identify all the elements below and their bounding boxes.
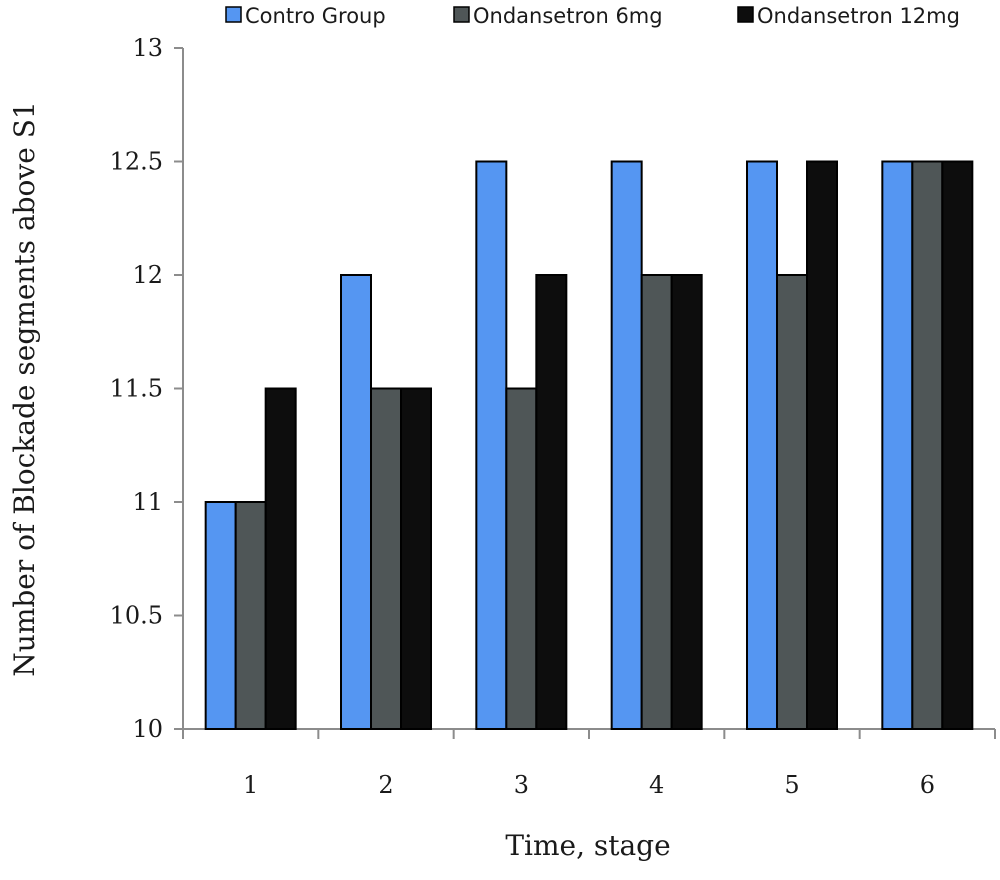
legend-swatch-3 xyxy=(737,6,754,23)
legend-label-2: Ondansetron 6mg xyxy=(473,4,663,28)
x-tick-label: 1 xyxy=(243,771,258,799)
x-tick-label: 4 xyxy=(649,771,664,799)
y-tick-label: 11 xyxy=(132,488,163,516)
legend: Contro Group Ondansetron 6mg Ondansetron 1… xyxy=(225,4,960,28)
bar-series-3-cat-5 xyxy=(806,160,838,730)
bars xyxy=(204,160,974,730)
y-axis: 10 10.5 11 11.5 12 12.5 13 xyxy=(110,34,184,743)
y-tick-label: 10.5 xyxy=(110,602,163,630)
legend-swatch-1 xyxy=(225,6,242,23)
bar-series-1-cat-2 xyxy=(340,274,372,730)
bar-series-1-cat-4 xyxy=(610,160,643,730)
y-tick-label: 12.5 xyxy=(110,148,163,176)
y-tick-label: 12 xyxy=(132,261,163,289)
bar-series-3-cat-2 xyxy=(400,387,432,730)
bar-series-3-cat-3 xyxy=(535,274,568,730)
bar-series-2-cat-5 xyxy=(776,274,808,730)
bar-series-3-cat-6 xyxy=(941,160,974,730)
bar-series-2-cat-6 xyxy=(911,160,944,730)
x-tick-label: 5 xyxy=(784,771,799,799)
legend-label-3: Ondansetron 12mg xyxy=(757,4,960,28)
x-tick-label: 6 xyxy=(920,771,935,799)
bar-series-1-cat-1 xyxy=(204,501,237,730)
y-tick-label: 13 xyxy=(132,34,163,62)
x-axis: 1 2 3 4 5 6 xyxy=(182,728,996,799)
x-tick-label: 3 xyxy=(514,771,529,799)
bar-series-2-cat-4 xyxy=(640,274,673,730)
legend-swatch-2 xyxy=(453,6,470,23)
bar-series-1-cat-5 xyxy=(746,160,778,730)
y-tick-label: 10 xyxy=(132,715,163,743)
y-tick-label: 11.5 xyxy=(110,375,163,403)
bar-series-1-cat-6 xyxy=(881,160,914,730)
y-axis-title: Number of Blockade segments above S1 xyxy=(8,101,41,676)
legend-label-1: Contro Group xyxy=(245,4,386,28)
x-tick-label: 2 xyxy=(378,771,393,799)
bar-series-3-cat-1 xyxy=(264,387,297,730)
bar-series-1-cat-3 xyxy=(475,160,508,730)
x-axis-title: Time, stage xyxy=(505,829,670,862)
bar-series-2-cat-3 xyxy=(505,387,538,730)
bar-series-2-cat-1 xyxy=(234,501,267,730)
bar-series-3-cat-4 xyxy=(670,274,703,730)
bar-series-2-cat-2 xyxy=(370,387,402,730)
